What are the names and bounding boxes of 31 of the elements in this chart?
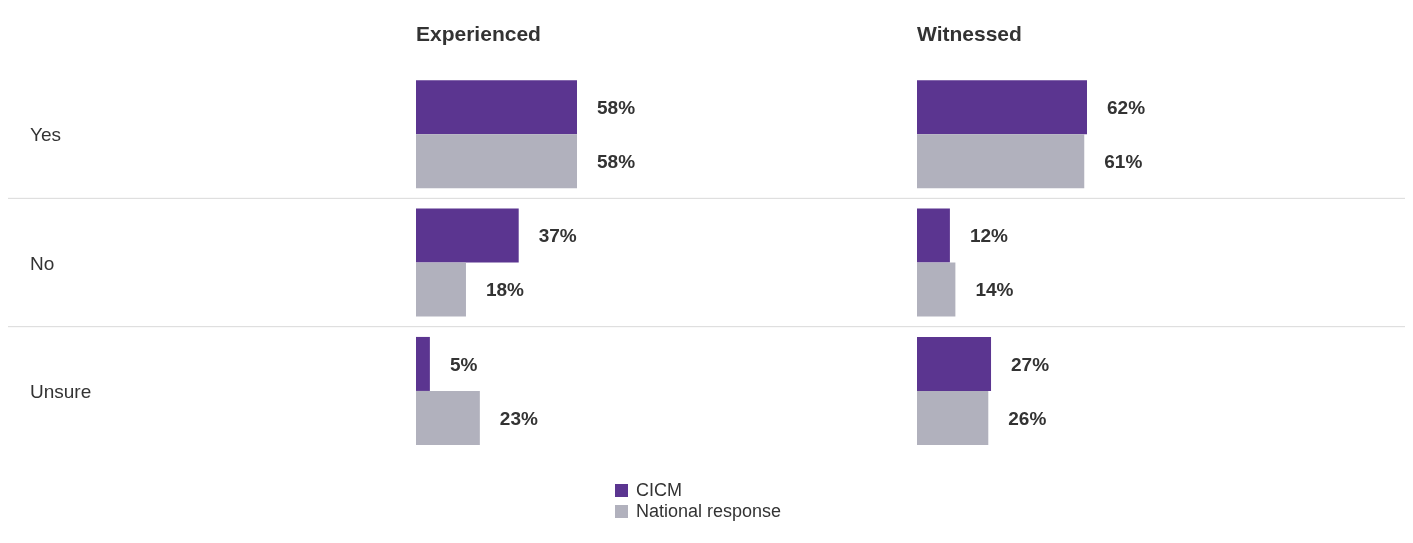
y-tick-label: No [30,252,55,274]
data-label: 58% [597,97,636,119]
legend-label: CICM [636,480,682,501]
data-label: 37% [538,225,577,247]
chart-title: Witnessed [917,22,1022,46]
bar [917,390,989,445]
bar [416,134,577,189]
data-label: 27% [1011,353,1050,375]
bar [917,134,1085,189]
y-tick-label: Unsure [30,380,92,402]
data-label: 58% [597,151,636,173]
data-label: 61% [1104,151,1143,173]
y-tick-label: Yes [30,124,61,146]
bar [416,336,430,391]
legend-label: National response [636,501,782,522]
bar [917,208,950,263]
bar [917,262,956,317]
data-label: 12% [969,225,1009,247]
chart-title: Experienced [416,22,541,46]
data-label: 14% [975,279,1014,301]
data-label: 26% [1008,407,1047,429]
data-label: 23% [499,407,538,429]
bar [416,208,519,263]
bar [416,80,577,135]
data-label: 5% [449,353,478,375]
data-label: 62% [1107,97,1146,119]
bar [416,390,480,445]
bar [917,80,1087,135]
bar [917,336,992,391]
data-label: 18% [485,279,525,301]
bar [416,262,466,317]
